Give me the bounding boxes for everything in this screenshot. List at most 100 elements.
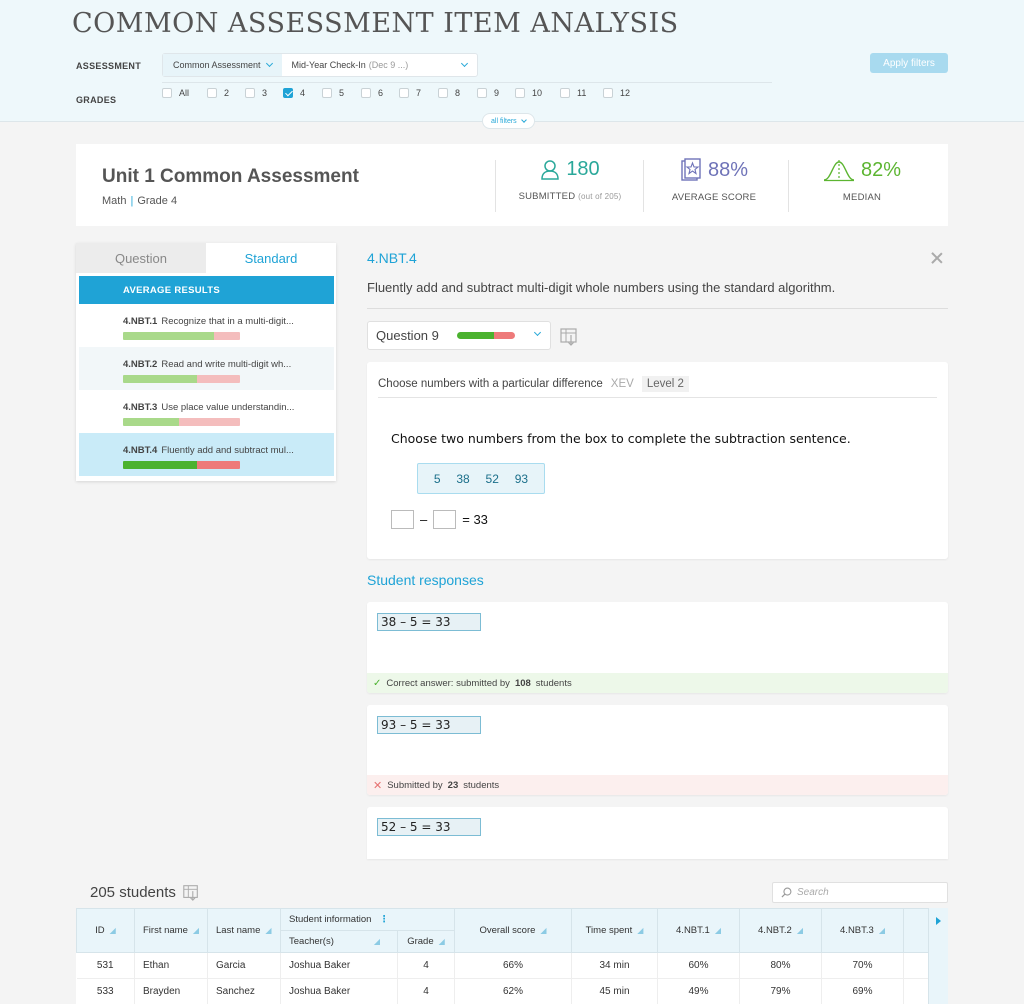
grade-checkbox-12[interactable]: 12 — [603, 88, 630, 98]
standard-item[interactable]: 4.NBT.3 Use place value understandin... — [79, 390, 334, 433]
checkbox[interactable] — [515, 88, 525, 98]
response-count: 108 — [514, 677, 531, 689]
grade-checkbox-5[interactable]: 5 — [322, 88, 344, 98]
checkbox[interactable] — [245, 88, 255, 98]
column-header-standard[interactable]: 4.NBT.1 ◢ — [657, 908, 740, 953]
assessment-type-dropdown[interactable]: Common Assessment — [163, 54, 282, 76]
correct-segment — [123, 461, 197, 469]
scroll-right-button[interactable] — [928, 908, 948, 1004]
sort-icon[interactable]: ◢ — [637, 926, 644, 935]
column-header-standard[interactable]: 4.NBT.3 ◢ — [821, 908, 904, 953]
column-header-standard[interactable]: 4.NBT.2 ◢ — [739, 908, 822, 953]
sort-icon[interactable]: ◢ — [714, 926, 721, 935]
question-select[interactable]: Question 9 — [367, 321, 551, 350]
grade-checkbox-4[interactable]: 4 — [283, 88, 305, 98]
grade-checkbox-9[interactable]: 9 — [477, 88, 499, 98]
tab-question[interactable]: Question — [76, 243, 206, 273]
grade-checkbox-2[interactable]: 2 — [207, 88, 229, 98]
cell-teacher: Joshua Baker — [280, 952, 398, 979]
checkbox[interactable] — [207, 88, 217, 98]
checkbox[interactable] — [477, 88, 487, 98]
export-table-icon[interactable] — [559, 326, 579, 346]
checkbox[interactable] — [162, 88, 172, 98]
sort-icon[interactable]: ◢ — [796, 926, 803, 935]
cell-s2: 79% — [739, 978, 822, 1004]
grade-checkbox-all[interactable]: All — [162, 88, 189, 98]
chevron-down-icon[interactable] — [460, 59, 469, 68]
student-search-input[interactable]: Search — [772, 882, 948, 903]
checkbox[interactable] — [438, 88, 448, 98]
sort-icon[interactable]: ◢ — [540, 926, 547, 935]
response-footer-suffix: students — [535, 677, 572, 689]
grade-label: All — [179, 88, 190, 98]
column-header-teacher[interactable]: Teacher(s) ◢ — [280, 930, 398, 953]
column-header-first-name[interactable]: First name ◢ — [134, 908, 208, 953]
cell-time: 45 min — [571, 978, 658, 1004]
column-header-id[interactable]: ID ◢ — [76, 908, 135, 953]
number-choice: 52 — [485, 471, 499, 486]
grade-checkbox-3[interactable]: 3 — [245, 88, 267, 98]
grade-checkbox-8[interactable]: 8 — [438, 88, 460, 98]
grade-checkbox-11[interactable]: 11 — [560, 88, 586, 98]
tab-standard[interactable]: Standard — [206, 243, 336, 273]
grade-label: 3 — [262, 88, 268, 98]
grade-label: 7 — [416, 88, 422, 98]
cell-last: Sanchez — [207, 978, 281, 1004]
grade-checkbox-6[interactable]: 6 — [361, 88, 383, 98]
cell-first: Brayden — [134, 978, 208, 1004]
column-header-grade[interactable]: Grade ◢ — [397, 930, 455, 953]
sort-icon[interactable]: ◢ — [438, 937, 445, 946]
more-options-icon[interactable]: ⋮ — [379, 914, 389, 925]
average-results-row[interactable]: AVERAGE RESULTS — [79, 276, 334, 304]
checkbox[interactable] — [603, 88, 613, 98]
standard-item[interactable]: 4.NBT.1 Recognize that in a multi-digit..… — [79, 304, 334, 347]
column-header-time-spent[interactable]: Time spent ◢ — [571, 908, 658, 953]
standard-item[interactable]: 4.NBT.2 Read and write multi-digit wh... — [79, 347, 334, 390]
column-header-label: 4.NBT.3 — [840, 925, 874, 936]
divider — [788, 160, 789, 212]
table-row[interactable]: 531 Ethan Garcia Joshua Baker 4 66% 34 min 60% 8… — [76, 952, 929, 979]
column-header-overall-score[interactable]: Overall score ◢ — [454, 908, 572, 953]
assessment-name-dropdown[interactable]: Mid-Year Check-In (Dec 9 ...) — [282, 60, 462, 70]
column-header-label: ID — [95, 925, 105, 936]
response-card: 52 – 5 = 33 — [367, 807, 948, 859]
checkbox[interactable] — [560, 88, 570, 98]
cell-first: Ethan — [134, 952, 208, 979]
incorrect-segment — [214, 332, 240, 340]
close-icon[interactable] — [929, 250, 945, 266]
students-title: 205 students — [90, 883, 200, 901]
table-row[interactable]: 533 Brayden Sanchez Joshua Baker 4 62% 45 min 4… — [76, 978, 929, 1004]
cell-s3: 70% — [821, 952, 904, 979]
export-table-icon[interactable] — [182, 883, 200, 901]
view-tabs: Question Standard — [76, 243, 336, 273]
column-group-student-information[interactable]: Student information ⋮ — [280, 908, 455, 931]
sort-icon[interactable]: ◢ — [373, 937, 381, 946]
grade-label: 10 — [532, 88, 543, 98]
response-footer: ✕ Submitted by 23 students — [367, 775, 948, 795]
sort-icon[interactable]: ◢ — [265, 926, 272, 935]
sort-icon[interactable]: ◢ — [192, 926, 200, 935]
assessment-date: (Dec 9 ...) — [368, 60, 409, 70]
checkbox[interactable] — [399, 88, 409, 98]
assessment-label: ASSESSMENT — [76, 61, 142, 71]
standard-item[interactable]: 4.NBT.4 Fluently add and subtract mul... — [79, 433, 334, 476]
filter-header: COMMON ASSESSMENT ITEM ANALYSIS ASSESSME… — [0, 0, 1024, 129]
checkbox[interactable] — [361, 88, 371, 98]
apply-filters-button[interactable]: Apply filters — [870, 53, 948, 73]
column-header-last-name[interactable]: Last name ◢ — [207, 908, 281, 953]
checkbox[interactable] — [322, 88, 332, 98]
checkbox[interactable] — [283, 88, 293, 98]
grade-checkbox-7[interactable]: 7 — [399, 88, 421, 98]
standard-text: Fluently add and subtract mul... — [161, 445, 294, 456]
column-header-overflow — [903, 908, 929, 953]
assessment-select[interactable]: Common Assessment Mid-Year Check-In (Dec… — [162, 53, 478, 77]
sort-icon[interactable]: ◢ — [878, 926, 885, 935]
submitted-metric: 180 SUBMITTED (out of 205) — [500, 158, 640, 202]
cell-s1: 60% — [657, 952, 740, 979]
grade-checkbox-10[interactable]: 10 — [515, 88, 542, 98]
sort-icon[interactable]: ◢ — [109, 926, 116, 935]
search-icon — [781, 887, 792, 898]
user-icon — [541, 159, 560, 180]
all-filters-toggle[interactable]: all filters — [482, 113, 535, 129]
average-value: 88% — [707, 158, 749, 181]
